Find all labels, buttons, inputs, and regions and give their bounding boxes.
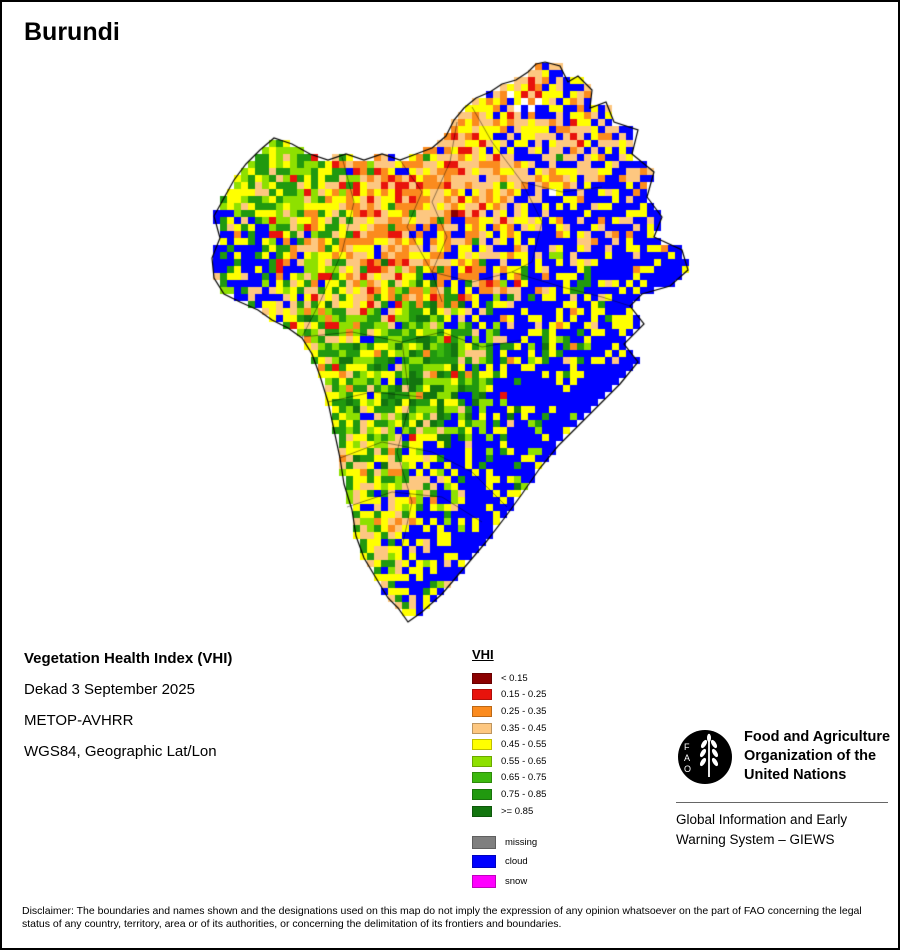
fao-name-line: Food and Agriculture [744,729,891,745]
disclaimer-text: Disclaimer: The boundaries and names sho… [22,905,862,930]
legend-swatch [472,772,492,784]
legend-title: VHI [472,647,494,662]
legend-row: 0.55 - 0.65 [472,753,546,770]
dekad-label: Dekad 3 September 2025 [24,681,195,698]
legend-row: 0.45 - 0.55 [472,736,546,753]
legend-swatch [472,689,492,701]
legend-label: snow [505,875,528,887]
legend-swatch [472,788,492,800]
fao-logo-letter: F [684,742,690,752]
legend-label: 0.65 - 0.75 [501,772,547,784]
map-info-block: Vegetation Health Index (VHI) Dekad 3 Se… [24,650,444,774]
legend-row: 0.25 - 0.35 [472,703,546,720]
giews-line: Global Information and Early [676,812,848,827]
giews-label: Global Information and Early Warning Sys… [676,810,847,850]
legend-row: cloud [472,852,546,872]
fao-logo-icon: F A O [678,730,732,784]
legend-extras: missing cloud snow [472,832,546,891]
legend-label: >= 0.85 [501,805,534,817]
legend-swatch [472,805,492,817]
fao-logo-letter: A [684,753,690,763]
legend-label: 0.35 - 0.45 [501,722,547,734]
legend-swatch [472,755,492,767]
fao-logo-letter: O [684,764,691,774]
legend-row: 0.75 - 0.85 [472,786,546,803]
legend-row: snow [472,871,546,891]
legend-label: 0.75 - 0.85 [501,788,547,800]
fao-divider [676,802,888,803]
legend-swatch [472,722,492,734]
legend-swatch [472,705,492,717]
legend-label: cloud [505,856,528,868]
fao-name-line: United Nations [744,767,847,783]
legend-swatch [472,835,496,849]
legend-row: < 0.15 [472,670,546,687]
projection-label: WGS84, Geographic Lat/Lon [24,743,217,760]
giews-line: Warning System – GIEWS [676,832,835,847]
legend-label: 0.55 - 0.65 [501,755,547,767]
legend-row: >= 0.85 [472,803,546,820]
legend-swatch [472,874,496,888]
legend-swatch [472,855,496,869]
legend-row: 0.15 - 0.25 [472,687,546,704]
legend-swatch [472,739,492,751]
country-title: Burundi [24,18,120,46]
legend-label: missing [505,836,538,848]
fao-name-line: Organization of the [744,748,877,764]
legend-row: 0.35 - 0.45 [472,720,546,737]
fao-block: F A O Food and Agriculture Organization … [676,728,890,786]
sensor-label: METOP-AVHRR [24,712,134,729]
legend: VHI < 0.15 0.15 - 0.25 0.25 - 0.35 0.35 … [472,647,546,891]
legend-label: 0.25 - 0.35 [501,705,547,717]
legend-row: 0.65 - 0.75 [472,770,546,787]
legend-label: 0.15 - 0.25 [501,689,547,701]
legend-swatch [472,672,492,684]
legend-row: missing [472,832,546,852]
legend-label: 0.45 - 0.55 [501,739,547,751]
legend-label: < 0.15 [501,672,528,684]
product-label: Vegetation Health Index (VHI) [24,650,233,667]
fao-name: Food and Agriculture Organization of the… [744,728,890,785]
